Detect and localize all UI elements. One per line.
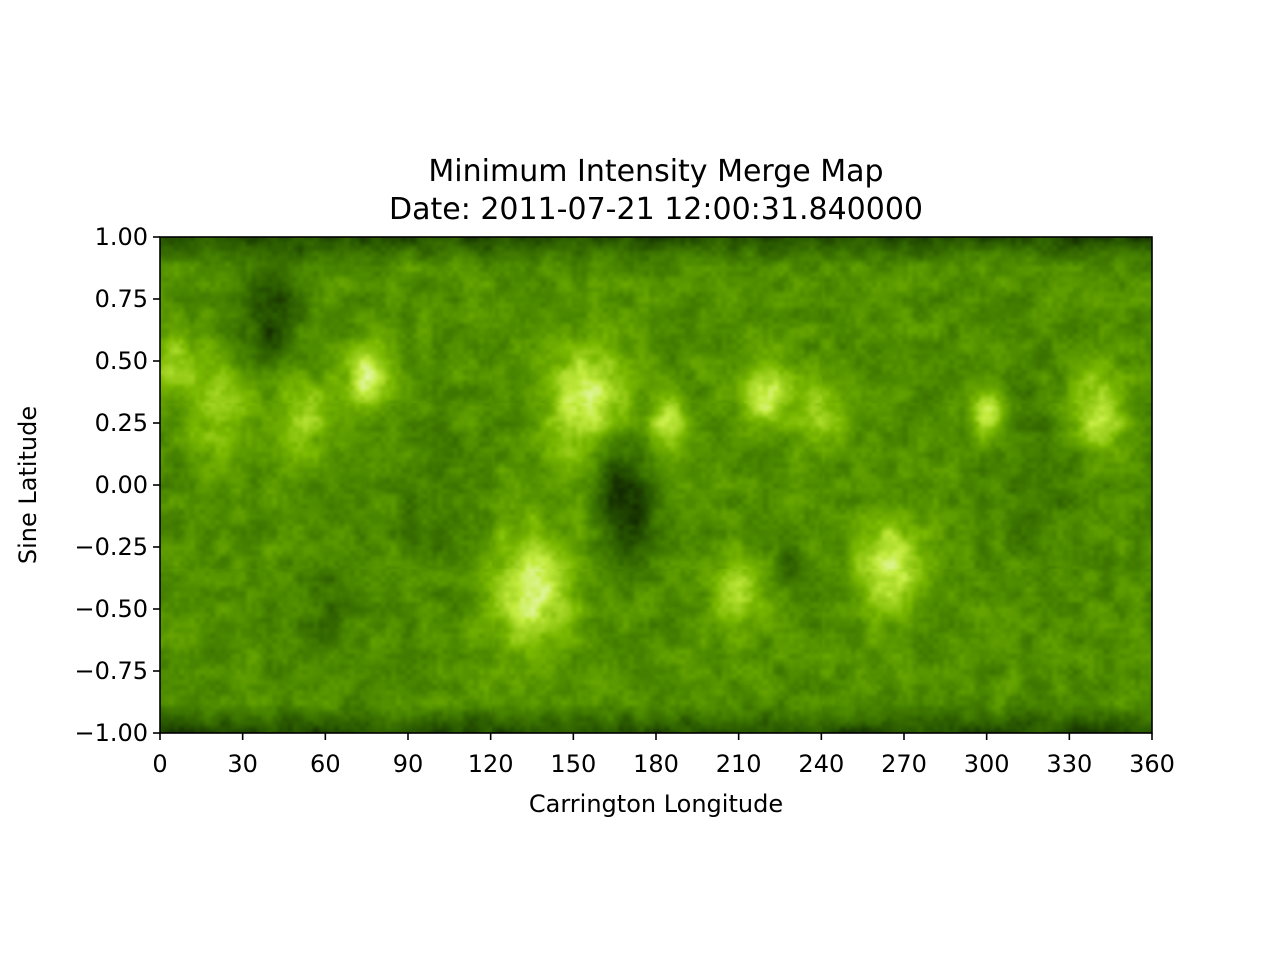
x-tick-label: 240 (798, 750, 844, 778)
x-tick-label: 300 (964, 750, 1010, 778)
x-tick-label: 360 (1129, 750, 1175, 778)
chart-title: Minimum Intensity Merge Map (428, 154, 883, 189)
y-tick-label: −0.50 (74, 595, 148, 623)
y-tick-label: 0.25 (95, 409, 148, 437)
x-axis-ticks: 0 30 60 90 120 150 180 210 240 270 300 330 360 (152, 733, 1175, 778)
x-tick-label: 90 (393, 750, 424, 778)
chart-subtitle: Date: 2011-07-21 12:00:31.840000 (389, 192, 923, 227)
x-tick-label: 150 (550, 750, 596, 778)
x-tick-label: 270 (881, 750, 927, 778)
y-tick-label: 0.50 (95, 347, 148, 375)
x-tick-label: 180 (633, 750, 679, 778)
y-tick-label: 1.00 (95, 223, 148, 251)
x-tick-label: 210 (716, 750, 762, 778)
y-axis-ticks: 1.00 0.75 0.50 0.25 0.00 −0.25 −0.50 −0.75 −1.00 (74, 223, 160, 747)
x-tick-label: 0 (152, 750, 167, 778)
x-tick-label: 60 (310, 750, 341, 778)
x-tick-label: 120 (468, 750, 514, 778)
y-tick-label: −1.00 (74, 719, 148, 747)
heatmap-image-area (160, 237, 1152, 733)
y-tick-label: 0.00 (95, 471, 148, 499)
y-axis-label: Sine Latitude (14, 406, 42, 564)
heatmap-canvas (160, 237, 1152, 733)
y-tick-label: −0.75 (74, 657, 148, 685)
x-axis-label: Carrington Longitude (529, 790, 783, 818)
y-tick-label: 0.75 (95, 285, 148, 313)
y-tick-label: −0.25 (74, 533, 148, 561)
x-tick-label: 330 (1046, 750, 1092, 778)
x-tick-label: 30 (227, 750, 258, 778)
